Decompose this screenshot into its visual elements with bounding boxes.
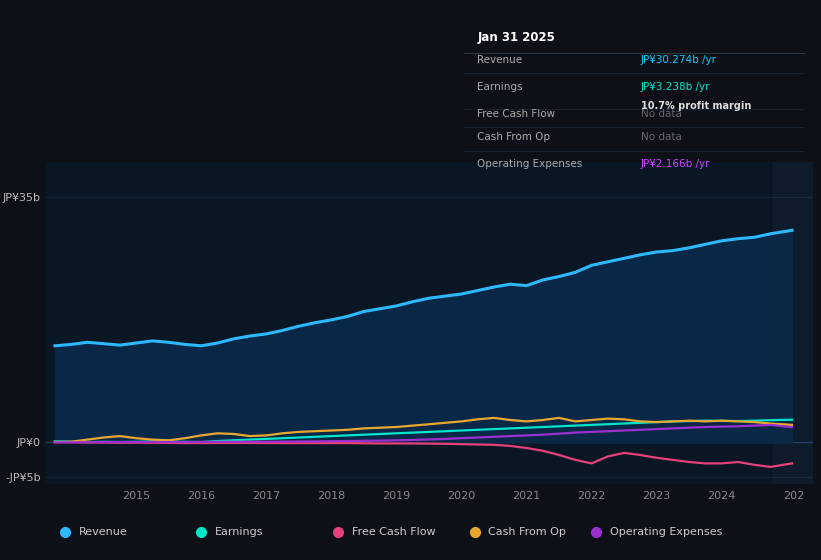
- Text: Revenue: Revenue: [79, 527, 127, 537]
- Text: Operating Expenses: Operating Expenses: [478, 159, 583, 169]
- Text: Revenue: Revenue: [478, 55, 523, 65]
- Bar: [45, 162, 770, 484]
- Text: Cash From Op: Cash From Op: [478, 132, 551, 142]
- Text: Earnings: Earnings: [215, 527, 264, 537]
- Text: Free Cash Flow: Free Cash Flow: [352, 527, 435, 537]
- Text: No data: No data: [641, 132, 682, 142]
- Text: Free Cash Flow: Free Cash Flow: [478, 109, 556, 119]
- Text: Operating Expenses: Operating Expenses: [610, 527, 722, 537]
- Text: 10.7% profit margin: 10.7% profit margin: [641, 101, 751, 111]
- Text: Cash From Op: Cash From Op: [488, 527, 566, 537]
- Text: Jan 31 2025: Jan 31 2025: [478, 31, 555, 44]
- Text: JP¥30.274b /yr: JP¥30.274b /yr: [641, 55, 717, 65]
- Text: Earnings: Earnings: [478, 82, 523, 92]
- Text: No data: No data: [641, 109, 682, 119]
- Text: JP¥2.166b /yr: JP¥2.166b /yr: [641, 159, 710, 169]
- Text: JP¥3.238b /yr: JP¥3.238b /yr: [641, 82, 710, 92]
